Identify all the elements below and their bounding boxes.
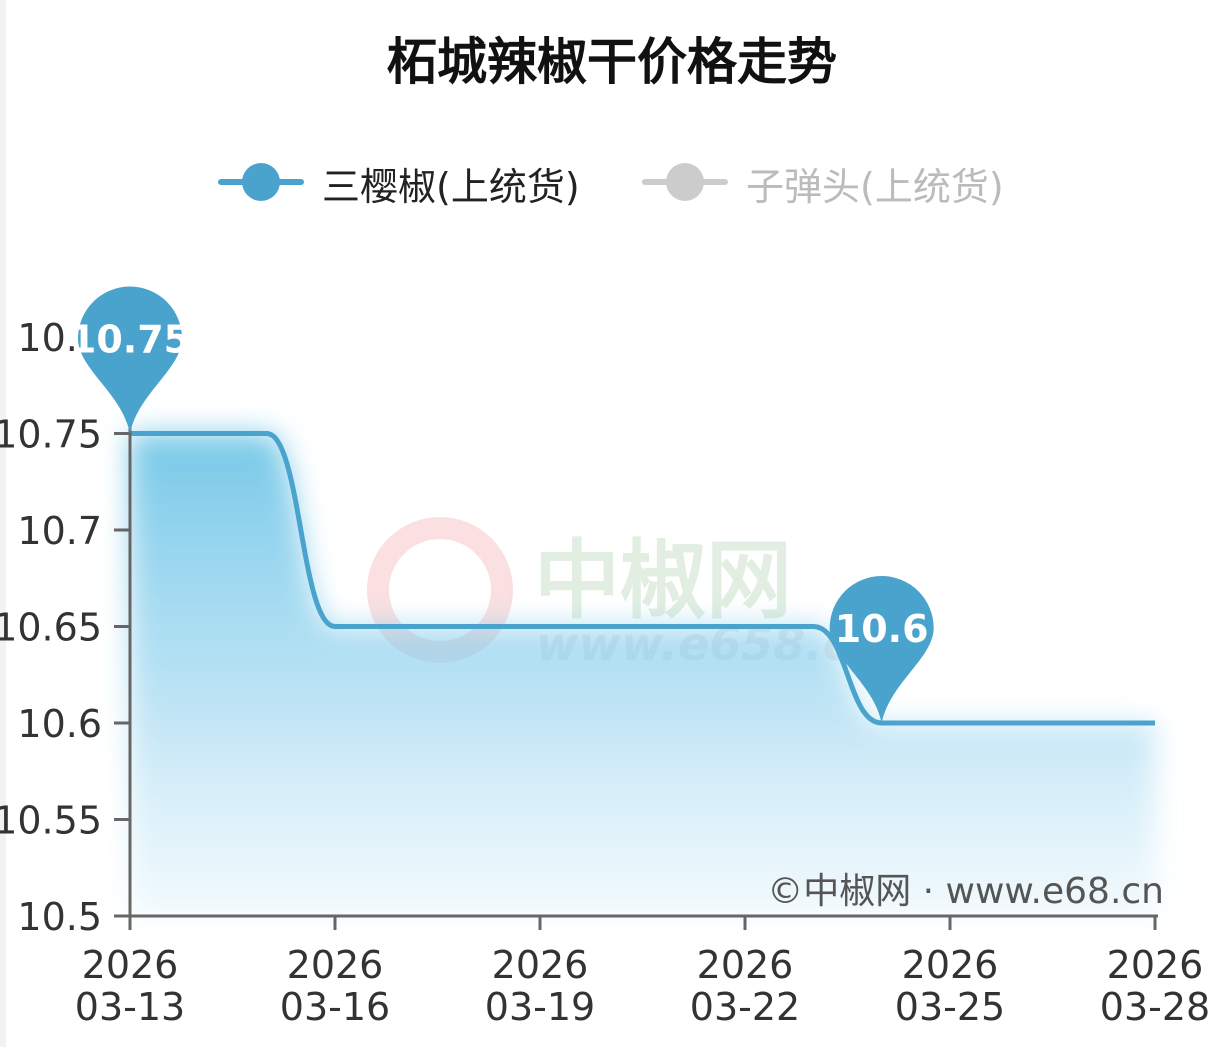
y-tick-label: 10.7	[17, 509, 102, 553]
x-tick-label-date: 03-28	[1100, 985, 1210, 1029]
legend-dot-icon	[242, 163, 280, 201]
marker-pin-shape	[78, 286, 182, 434]
y-tick-label: 10.75	[0, 413, 102, 457]
marker-value-label: 10.6	[835, 607, 929, 651]
legend-dot-icon	[666, 163, 704, 201]
x-tick-label-year: 2026	[902, 943, 999, 987]
chart-title: 柘城辣椒干价格走势	[387, 33, 837, 91]
y-tick-label: 10.5	[17, 895, 102, 939]
x-tick-label-year: 2026	[82, 943, 179, 987]
x-tick-label-year: 2026	[287, 943, 384, 987]
x-tick-label-date: 03-13	[75, 985, 185, 1029]
marker-pin-shape	[829, 576, 934, 723]
credit-text: ©中椒网 · www.e68.cn	[767, 871, 1164, 912]
area-layer	[130, 433, 1155, 916]
y-tick-label: 10.6	[17, 702, 102, 746]
line-layer	[130, 431, 1155, 726]
x-tick-label-year: 2026	[1107, 943, 1204, 987]
legend-label: 子弹头(上统货)	[746, 165, 1004, 209]
legend: 三樱椒(上统货) 子弹头(上统货)	[0, 152, 1224, 212]
x-tick-label-date: 03-16	[280, 985, 390, 1029]
x-tick-label-date: 03-22	[690, 985, 800, 1029]
x-axis-ticks: 202603-13202603-16202603-19202603-222026…	[75, 916, 1210, 1029]
series-area-fill	[130, 433, 1155, 916]
x-tick-label-date: 03-19	[485, 985, 595, 1029]
marker-layer: 10.75 10.6	[70, 286, 934, 723]
marker-value-label: 10.75	[70, 318, 190, 362]
left-edge-strip	[0, 0, 6, 1047]
value-marker-pin: 10.75	[70, 286, 190, 434]
y-tick-label: 10.55	[0, 799, 102, 843]
value-marker-pin: 10.6	[829, 576, 934, 723]
y-tick-label: 10.65	[0, 606, 102, 650]
x-tick-label-year: 2026	[492, 943, 589, 987]
x-tick-label-date: 03-25	[895, 985, 1005, 1029]
legend-label: 三樱椒(上统货)	[322, 165, 580, 209]
watermark-brand: 中椒网	[534, 531, 792, 631]
series-line	[130, 431, 1155, 726]
x-tick-label-year: 2026	[697, 943, 794, 987]
